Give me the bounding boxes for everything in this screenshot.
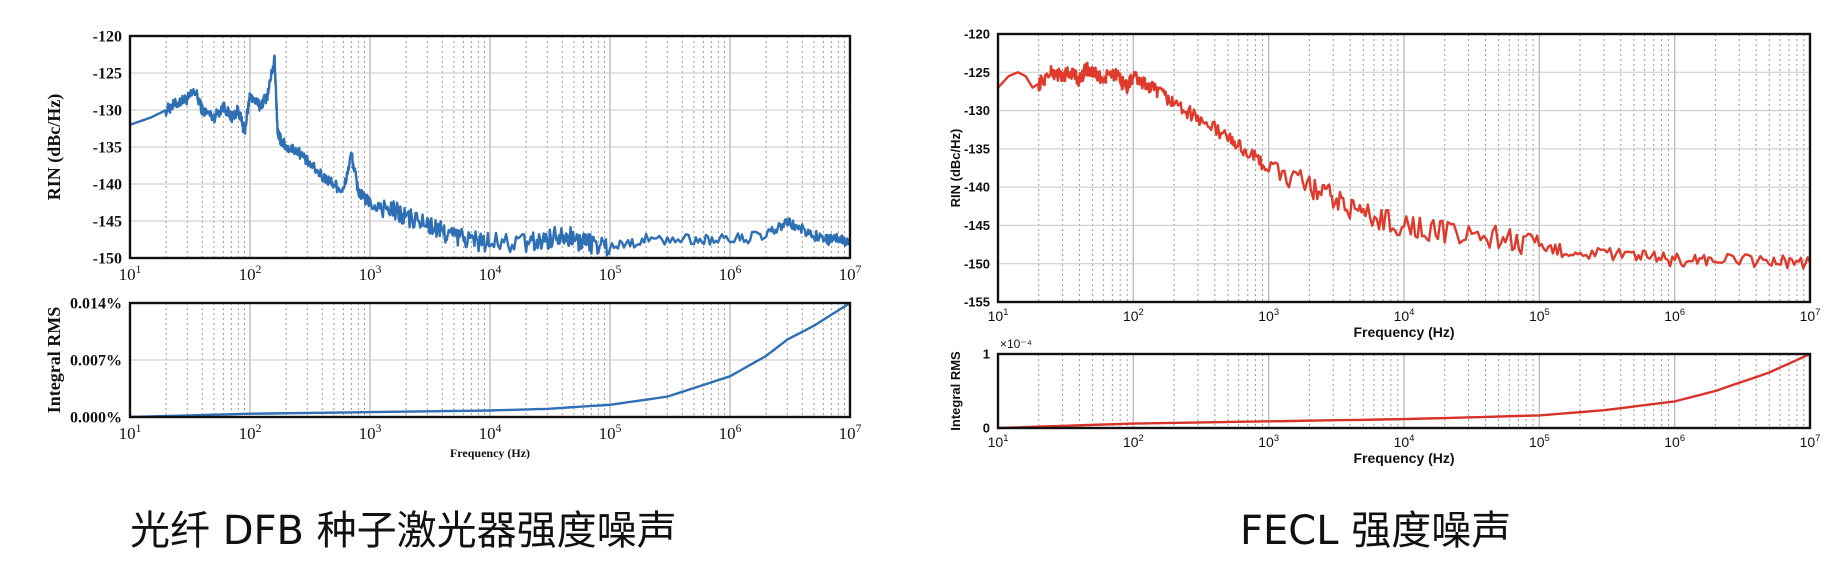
x-axis-label: Frequency (Hz) [1353, 450, 1454, 466]
y-tick-label: 0.007% [70, 353, 122, 370]
x-tick-label: 105 [599, 264, 622, 284]
y-axis-label: Integral RMS [44, 307, 64, 414]
x-tick-label: 105 [1529, 307, 1550, 324]
x-tick-label: 104 [479, 423, 502, 443]
x-tick-label: 105 [1529, 433, 1550, 450]
y-tick-label: -125 [964, 65, 990, 80]
x-tick-label: 107 [1800, 307, 1821, 324]
chart-dfb-integral: 0.000% 0.007% 0.014% 101 102 103 104 105 106 107 F… [44, 296, 862, 460]
plot-frame [996, 32, 1812, 304]
caption-fecl-intensity-noise: FECL 强度噪声 [1240, 508, 1512, 554]
y-tick-label: -120 [964, 27, 990, 42]
y-tick-label: -125 [93, 66, 122, 83]
x-tick-label: 106 [1664, 307, 1685, 324]
series-line-dfb-rin [129, 54, 852, 257]
y-tick-label: -145 [964, 218, 990, 233]
x-tick-label: 102 [1123, 307, 1144, 324]
x-tick-label: 105 [599, 423, 622, 443]
y-multiplier-label: ×10⁻⁴ [1000, 337, 1032, 351]
y-tick-label: -150 [964, 256, 990, 271]
x-axis-label: Frequency (Hz) [450, 446, 530, 460]
caption-dfb-intensity-noise: 光纤 DFB 种子激光器强度噪声 [130, 508, 677, 554]
y-tick-label: -140 [964, 180, 990, 195]
x-tick-label: 101 [119, 264, 142, 284]
x-tick-label: 107 [839, 264, 862, 284]
y-tick-label: 0.000% [70, 410, 122, 427]
x-tick-label: 103 [1258, 433, 1279, 450]
x-tick-label: 107 [839, 423, 862, 443]
y-axis-label: Integral RMS [948, 351, 963, 431]
y-tick-label: -130 [93, 103, 122, 120]
x-tick-label: 101 [988, 433, 1009, 450]
x-tick-label: 106 [719, 264, 742, 284]
series-line-fecl-rin [997, 61, 1812, 270]
x-tick-label: 102 [239, 423, 262, 443]
x-tick-label: 106 [719, 423, 742, 443]
series-line-fecl-integral [997, 352, 1811, 430]
x-tick-label: 102 [239, 264, 262, 284]
y-tick-label: -120 [93, 29, 122, 46]
x-tick-label: 104 [1394, 433, 1415, 450]
x-tick-label: 106 [1664, 433, 1685, 450]
y-tick-label: -145 [93, 214, 122, 231]
y-axis-label: RIN (dBc/Hz) [948, 129, 963, 208]
plot-frame [128, 301, 852, 419]
y-axis-label: RIN (dBc/Hz) [44, 94, 65, 201]
x-tick-label: 101 [119, 423, 142, 443]
x-tick-label: 101 [988, 307, 1009, 324]
x-tick-label: 103 [359, 423, 382, 443]
x-tick-label: 102 [1123, 433, 1144, 450]
y-tick-label: -130 [964, 103, 990, 118]
x-tick-label: 107 [1800, 433, 1821, 450]
y-tick-label: -135 [964, 141, 990, 156]
plot-frame [128, 34, 852, 260]
x-axis-label: Frequency (Hz) [1353, 324, 1454, 340]
y-tick-label: 0 [983, 421, 990, 436]
x-tick-label: 104 [479, 264, 502, 284]
y-tick-label: -135 [93, 140, 122, 157]
chart-fecl-integral: 0 1 101 102 103 104 105 106 107 Frequency (Hz) Int… [948, 337, 1820, 466]
x-tick-label: 103 [359, 264, 382, 284]
y-tick-label: -140 [93, 177, 122, 194]
series-line-dfb-integral [129, 301, 851, 419]
y-tick-label: -155 [964, 295, 990, 310]
y-tick-label: -150 [93, 251, 122, 268]
y-tick-label: 1 [983, 347, 990, 362]
y-tick-label: 0.014% [70, 296, 122, 313]
plot-frame [996, 352, 1812, 430]
x-tick-label: 103 [1258, 307, 1279, 324]
x-tick-label: 104 [1394, 307, 1415, 324]
